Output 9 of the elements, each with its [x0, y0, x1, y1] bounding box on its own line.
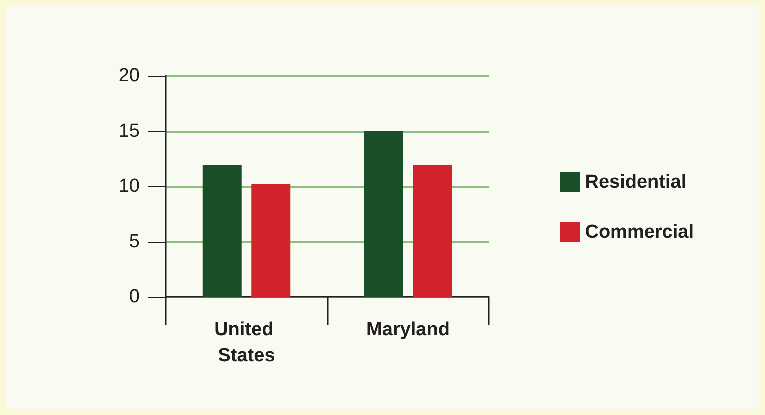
y-tick-label: 5: [129, 231, 140, 252]
y-tick-label: 0: [129, 286, 140, 308]
y-tick-label: 20: [118, 66, 140, 86]
y-tick-label: 10: [118, 176, 140, 197]
legend-label: Commercial: [585, 222, 694, 243]
y-tick-label: 15: [118, 120, 140, 142]
x-tick-label: Maryland: [366, 320, 450, 340]
x-tick-label: United States: [214, 320, 279, 366]
legend-label: Residential: [585, 172, 687, 193]
